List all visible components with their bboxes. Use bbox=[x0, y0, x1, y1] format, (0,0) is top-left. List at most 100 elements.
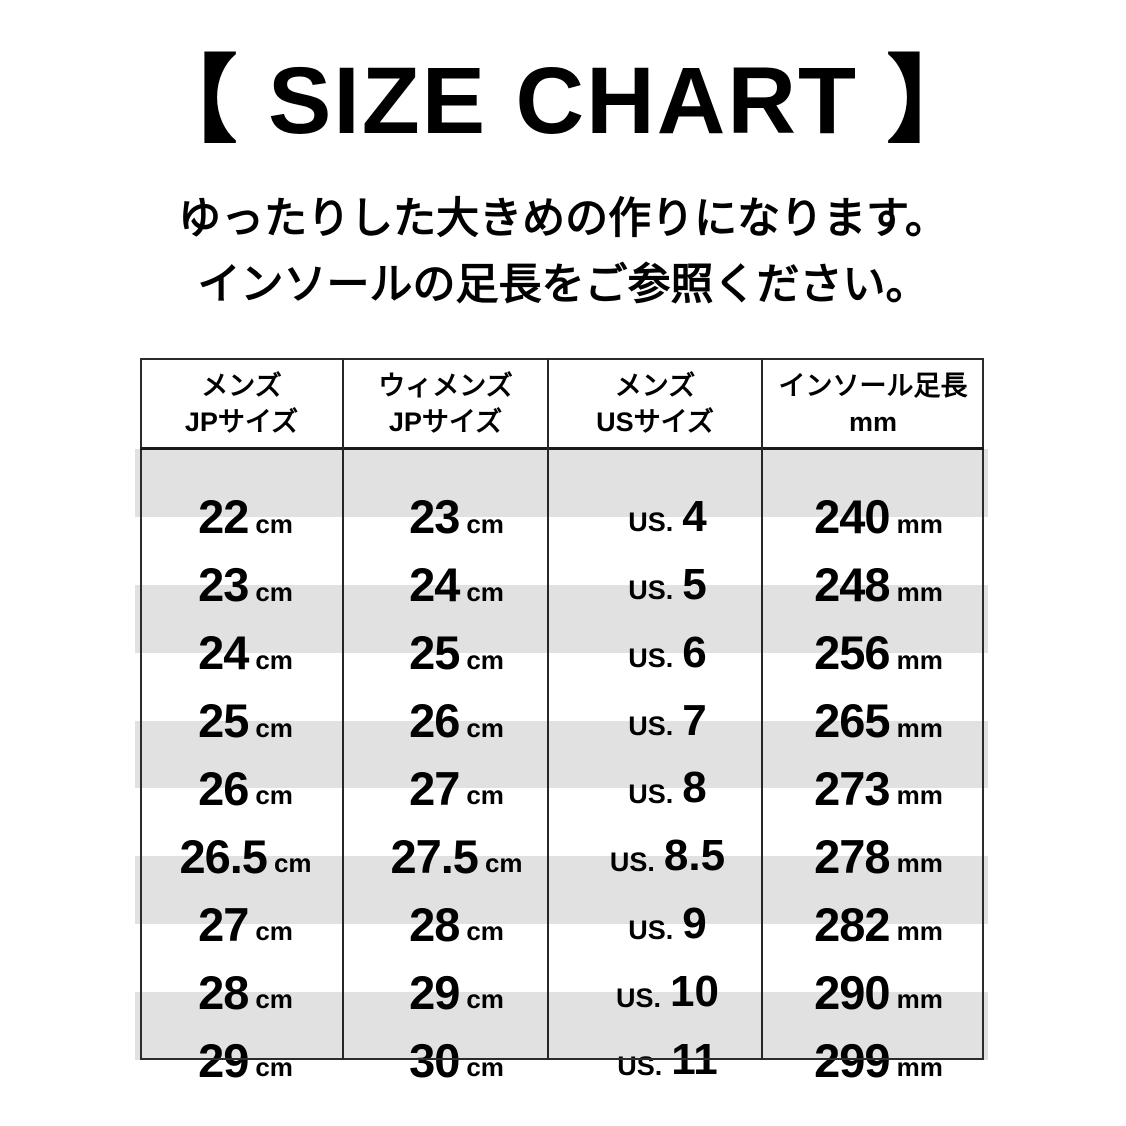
table-row: 22 cm 23 cm US. 4 240 mm bbox=[135, 449, 988, 540]
womens-jp-value: 27.5 bbox=[390, 829, 478, 883]
cell-insole: 299 mm bbox=[773, 992, 984, 1084]
cell-womens-jp: 24 cm bbox=[351, 517, 562, 608]
insole-unit: mm bbox=[896, 984, 943, 1015]
us-value: 7 bbox=[682, 695, 707, 745]
us-prefix: US. bbox=[628, 575, 674, 606]
header-insole-line2: mm bbox=[848, 406, 897, 437]
cell-insole: 248 mm bbox=[773, 517, 984, 608]
header-mens-jp-line1: メンズ bbox=[201, 370, 282, 401]
womens-jp-unit: cm bbox=[466, 1052, 504, 1082]
insole-value: 240 bbox=[814, 490, 890, 544]
us-value: 10 bbox=[670, 967, 719, 1017]
insole-value: 265 bbox=[814, 694, 890, 748]
cell-mens-us: US. 8 bbox=[562, 721, 773, 810]
header-mens-us-line2: USサイズ bbox=[596, 406, 714, 437]
cell-mens-us: US. 8.5 bbox=[562, 788, 773, 878]
mens-jp-unit: cm bbox=[255, 1052, 293, 1082]
insole-value: 273 bbox=[814, 761, 890, 815]
insole-value: 290 bbox=[814, 965, 890, 1019]
mens-jp-value: 29 bbox=[198, 1033, 249, 1087]
insole-value: 299 bbox=[814, 1033, 890, 1087]
cell-insole: 282 mm bbox=[773, 856, 984, 948]
cell-womens-jp: 29 cm bbox=[351, 924, 562, 1016]
us-value: 11 bbox=[671, 1035, 718, 1084]
page-title: 【 SIZE CHART 】 bbox=[142, 48, 984, 154]
us-prefix: US. bbox=[616, 982, 662, 1013]
cell-mens-jp: 23 cm bbox=[140, 517, 351, 608]
table-row: 28 cm 29 cm US. 10 290 mm bbox=[135, 924, 988, 1016]
mens-jp-unit: cm bbox=[273, 848, 312, 879]
cell-womens-jp: 26 cm bbox=[351, 653, 562, 744]
mens-jp-unit: cm bbox=[255, 576, 293, 607]
womens-jp-value: 28 bbox=[409, 897, 460, 951]
womens-jp-unit: cm bbox=[466, 508, 504, 539]
insole-unit: mm bbox=[896, 712, 943, 743]
insole-unit: mm bbox=[896, 848, 943, 879]
mens-jp-unit: cm bbox=[255, 780, 293, 811]
insole-unit: mm bbox=[896, 916, 943, 947]
insole-value: 278 bbox=[814, 829, 890, 883]
mens-jp-unit: cm bbox=[255, 712, 293, 743]
cell-mens-us: US. 11 bbox=[562, 992, 773, 1082]
table-header-row: メンズ JPサイズ ウィメンズ JPサイズ メンズ USサイズ インソール足長 … bbox=[135, 358, 988, 449]
insole-unit: mm bbox=[896, 508, 943, 539]
cell-mens-jp: 24 cm bbox=[140, 585, 351, 676]
insole-value: 248 bbox=[814, 558, 890, 612]
table-row: 26 cm 27 cm US. 8 273 mm bbox=[135, 720, 988, 812]
mens-jp-value: 22 bbox=[198, 490, 249, 544]
table-row: 25 cm 26 cm US. 7 265 mm bbox=[135, 653, 988, 744]
womens-jp-unit: cm bbox=[466, 780, 504, 811]
header-womens-jp-line2: JPサイズ bbox=[388, 406, 503, 437]
cell-womens-jp: 27 cm bbox=[351, 721, 562, 812]
womens-jp-unit: cm bbox=[484, 848, 523, 879]
table-row: 23 cm 24 cm US. 5 248 mm bbox=[135, 517, 988, 608]
cell-mens-jp: 27 cm bbox=[140, 856, 351, 948]
cell-mens-us: US. 9 bbox=[562, 856, 773, 946]
womens-jp-value: 26 bbox=[409, 694, 460, 748]
us-prefix: US. bbox=[628, 643, 674, 674]
mens-jp-unit: cm bbox=[255, 916, 293, 947]
mens-jp-value: 25 bbox=[198, 694, 249, 748]
cell-mens-jp: 29 cm bbox=[140, 992, 351, 1084]
us-prefix: US. bbox=[628, 711, 674, 742]
us-value: 8 bbox=[682, 763, 707, 813]
size-table: メンズ JPサイズ ウィメンズ JPサイズ メンズ USサイズ インソール足長 … bbox=[135, 358, 988, 1084]
mens-jp-value: 23 bbox=[198, 558, 249, 612]
cell-mens-us: US. 6 bbox=[562, 585, 773, 674]
insole-unit: mm bbox=[896, 780, 943, 811]
us-value: 8.5 bbox=[663, 831, 726, 881]
table-row: 24 cm 25 cm US. 6 256 mm bbox=[135, 584, 988, 676]
us-prefix: US. bbox=[628, 914, 674, 945]
cell-mens-us: US. 5 bbox=[562, 517, 773, 606]
cell-womens-jp: 27.5 cm bbox=[351, 788, 562, 880]
cell-womens-jp: 23 cm bbox=[351, 449, 562, 540]
header-mens-jp-line2: JPサイズ bbox=[184, 406, 299, 437]
insole-value: 256 bbox=[814, 626, 890, 680]
womens-jp-value: 30 bbox=[409, 1033, 460, 1087]
cell-mens-jp: 25 cm bbox=[140, 653, 351, 744]
table-row: 29 cm 30 cm US. 11 299 mm bbox=[135, 992, 988, 1084]
us-prefix: US. bbox=[628, 778, 674, 809]
us-value: 5 bbox=[682, 559, 707, 609]
header-womens-jp-line1: ウィメンズ bbox=[378, 370, 513, 401]
womens-jp-value: 24 bbox=[409, 558, 460, 612]
cell-mens-jp: 28 cm bbox=[140, 924, 351, 1016]
cell-mens-jp: 26 cm bbox=[140, 721, 351, 812]
cell-insole: 256 mm bbox=[773, 585, 984, 676]
cell-womens-jp: 28 cm bbox=[351, 856, 562, 948]
insole-unit: mm bbox=[896, 644, 943, 675]
cell-insole: 278 mm bbox=[773, 788, 984, 880]
mens-jp-unit: cm bbox=[255, 508, 293, 539]
womens-jp-value: 23 bbox=[409, 490, 460, 544]
womens-jp-unit: cm bbox=[466, 576, 504, 607]
mens-jp-value: 24 bbox=[198, 626, 249, 680]
cell-mens-us: US. 7 bbox=[562, 653, 773, 742]
us-value: 9 bbox=[682, 899, 707, 949]
mens-jp-unit: cm bbox=[255, 984, 293, 1015]
mens-jp-value: 26 bbox=[198, 761, 249, 815]
header-insole: インソール足長 mm bbox=[762, 358, 984, 449]
womens-jp-unit: cm bbox=[466, 916, 504, 947]
table-row: 27 cm 28 cm US. 9 282 mm bbox=[135, 856, 988, 948]
header-insole-line1: インソール足長 bbox=[778, 370, 968, 401]
cell-mens-jp: 26.5 cm bbox=[140, 788, 351, 880]
